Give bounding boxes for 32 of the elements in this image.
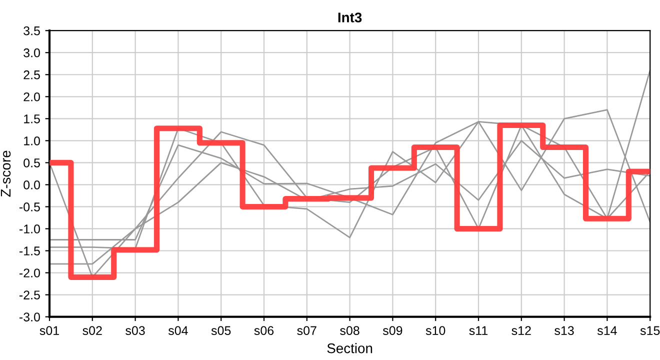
x-tick-label: s08 — [340, 326, 360, 336]
y-tick-label: 0.5 — [24, 158, 40, 168]
x-tick-label: s09 — [382, 326, 402, 336]
y-tick-label: -2.0 — [19, 268, 40, 278]
x-tick-label: s10 — [426, 326, 446, 336]
y-tick-label: 1.0 — [24, 136, 40, 146]
x-tick-label: s14 — [597, 326, 617, 336]
y-tick-label: -3.0 — [19, 312, 40, 322]
y-tick-label: 2.5 — [24, 70, 40, 80]
x-tick-label: s13 — [554, 326, 574, 336]
y-tick-label: -1.5 — [19, 246, 40, 256]
x-tick-label: s03 — [126, 326, 145, 336]
x-axis-title: Section — [327, 343, 372, 354]
y-axis-title: Z-score — [0, 150, 11, 197]
x-tick-label: s04 — [168, 326, 188, 336]
x-tick-label: s01 — [40, 326, 59, 336]
y-tick-label: -1.0 — [19, 224, 40, 234]
x-tick-label: s05 — [211, 326, 231, 336]
y-tick-label: 2.0 — [24, 92, 40, 102]
y-tick-label: 0.0 — [24, 180, 40, 190]
x-tick-label: s07 — [297, 326, 316, 336]
x-tick-label: s02 — [82, 326, 102, 336]
x-tick-label: s12 — [512, 326, 531, 336]
y-tick-label: -0.5 — [19, 202, 40, 212]
y-tick-label: 3.0 — [24, 48, 40, 58]
y-tick-label: 3.5 — [24, 26, 40, 36]
chart-title: Int3 — [338, 12, 362, 22]
y-tick-label: -2.5 — [19, 290, 40, 300]
x-tick-label: s15 — [640, 326, 660, 336]
x-tick-label: s06 — [254, 326, 274, 336]
x-tick-label: s11 — [469, 326, 488, 336]
y-tick-label: 1.5 — [24, 114, 40, 124]
